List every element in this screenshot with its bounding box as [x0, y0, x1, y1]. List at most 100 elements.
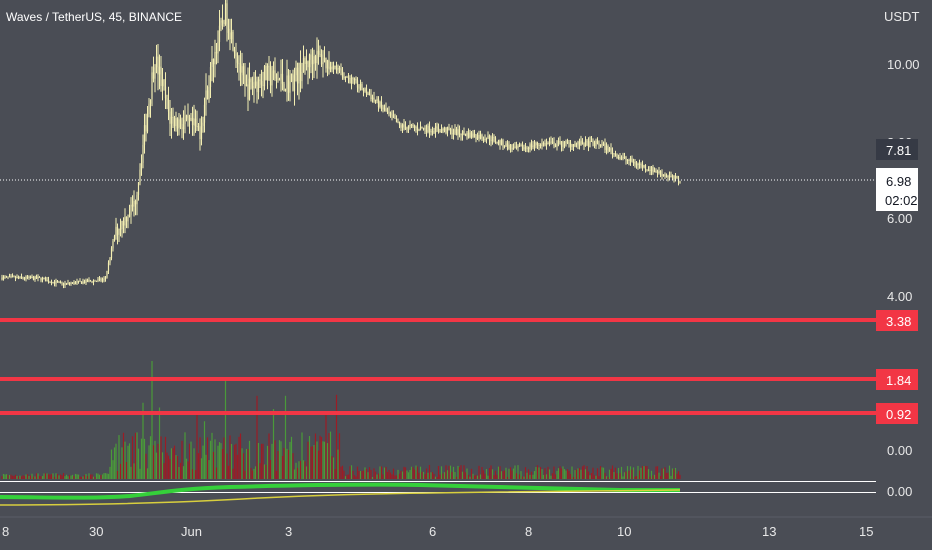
- candle-body: [580, 140, 582, 146]
- volume-bar: [208, 460, 210, 479]
- candle-body: [41, 278, 44, 281]
- volume-bar: [106, 473, 108, 479]
- volume-bar: [157, 443, 159, 479]
- candle-body: [23, 278, 26, 280]
- candle-body: [98, 278, 101, 280]
- candle-body: [445, 128, 447, 133]
- candle-body: [316, 50, 318, 64]
- candle-body: [467, 132, 470, 138]
- candle-body: [305, 61, 308, 64]
- volume-bar: [197, 453, 200, 479]
- candle-body: [226, 3, 228, 29]
- candle-body: [353, 79, 356, 81]
- volume-bar: [11, 475, 14, 479]
- volume-bar: [620, 466, 623, 479]
- candle-body: [298, 62, 300, 84]
- volume-bar: [236, 454, 239, 479]
- volume-bar: [430, 472, 432, 479]
- volume-bar: [214, 439, 216, 479]
- volume-bar: [310, 446, 312, 479]
- candle-body: [542, 143, 545, 145]
- volume-bar: [458, 467, 461, 479]
- candle-body: [317, 50, 320, 55]
- candle-body: [34, 276, 36, 280]
- candle-body: [431, 131, 434, 133]
- candle-body: [301, 71, 303, 82]
- x-tick-label: Jun: [181, 524, 202, 539]
- candle-body: [64, 283, 66, 286]
- candle-body: [328, 60, 330, 70]
- volume-bar: [227, 465, 230, 479]
- volume-bar: [46, 473, 48, 479]
- candle-body: [617, 157, 620, 159]
- candle-body: [206, 90, 209, 100]
- candle-body: [25, 276, 27, 279]
- time-axis[interactable]: 8 30 Jun 3 6 8 10 13 15: [0, 516, 932, 550]
- volume-bar: [656, 466, 659, 479]
- volume-bar: [101, 474, 104, 479]
- candle-body: [145, 125, 147, 132]
- candle-body: [227, 28, 230, 33]
- volume-bar: [566, 469, 569, 479]
- candle-body: [548, 142, 551, 144]
- candle-body: [461, 131, 464, 136]
- candle-body: [211, 58, 213, 68]
- volume-bar: [190, 441, 192, 479]
- candle-body: [371, 97, 374, 100]
- candle-body: [439, 130, 441, 133]
- volume-bar: [23, 476, 26, 479]
- candle-body: [76, 281, 78, 283]
- level-lines[interactable]: [0, 318, 876, 415]
- volume-bar: [242, 453, 245, 479]
- candle-body: [314, 56, 317, 64]
- candle-body: [362, 90, 365, 92]
- volume-bar: [440, 466, 443, 479]
- candle-body: [71, 282, 74, 284]
- candle-body: [527, 147, 530, 150]
- candle-body: [334, 65, 336, 67]
- candle-body: [608, 148, 611, 152]
- candle-body: [55, 281, 57, 284]
- volume-bar: [52, 473, 54, 479]
- candle-body: [121, 220, 123, 229]
- volume-bar: [290, 436, 293, 479]
- volume-bar: [181, 440, 183, 479]
- volume-bar: [659, 476, 662, 479]
- volume-bar: [527, 469, 530, 479]
- price-axis[interactable]: USDT 10.00 8.00 6.00 4.00 7.81 6.98 02:0…: [876, 9, 920, 499]
- volume-bar: [436, 476, 438, 479]
- candle-body: [535, 142, 537, 146]
- volume-bar: [43, 473, 45, 479]
- indicator-pane: [0, 481, 876, 506]
- volume-bar: [547, 466, 549, 479]
- volume-bar: [331, 456, 333, 479]
- volume-bar: [472, 473, 474, 479]
- volume-bar: [142, 402, 144, 479]
- volume-bar: [539, 466, 542, 479]
- candle-body: [302, 58, 305, 72]
- candle-body: [256, 81, 258, 93]
- volume-bar: [109, 466, 111, 479]
- volume-bar: [260, 443, 263, 479]
- volume-bar: [268, 433, 270, 479]
- candle-body: [533, 145, 536, 147]
- candle-body: [518, 145, 521, 147]
- candle-body: [173, 117, 176, 127]
- candle-body: [10, 276, 12, 278]
- candle-body: [647, 169, 650, 171]
- volume-bar: [443, 472, 446, 479]
- volume-bar: [479, 474, 482, 479]
- volume-bar: [103, 473, 105, 479]
- volume-bar: [253, 468, 255, 479]
- candle-body: [1, 277, 3, 280]
- candle-body: [89, 280, 92, 282]
- candle-body: [131, 204, 134, 207]
- volume-bar: [508, 468, 510, 479]
- volume-bar: [520, 471, 522, 479]
- volume-bar: [628, 470, 630, 479]
- candle-body: [152, 72, 155, 79]
- volume-bar: [409, 469, 411, 479]
- volume-bar: [323, 441, 326, 479]
- volume-bar: [34, 476, 36, 479]
